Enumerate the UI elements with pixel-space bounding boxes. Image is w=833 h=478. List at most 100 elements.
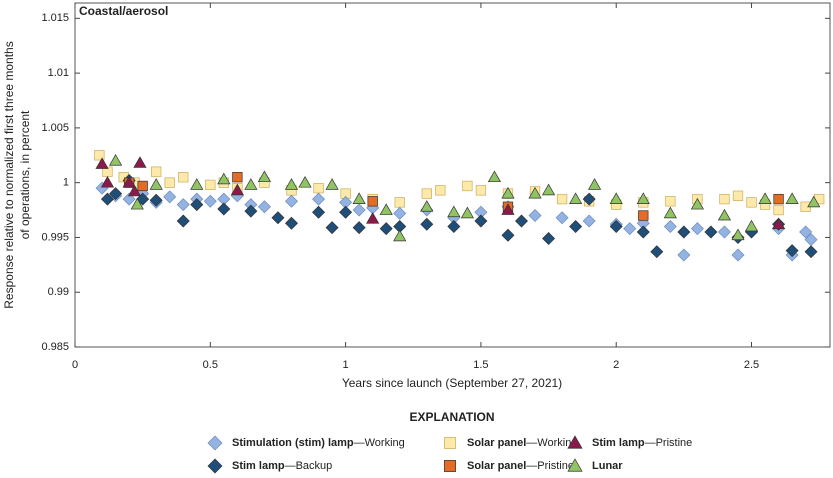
- legend-label-bold: Stim lamp: [232, 460, 285, 472]
- x-tick-label: 2: [613, 359, 619, 371]
- data-point: [217, 202, 231, 216]
- legend-label-rest: —Working: [526, 437, 577, 449]
- legend-label-bold: Stim lamp: [592, 437, 645, 449]
- y-tick-label: 1.01: [48, 67, 69, 79]
- data-point: [178, 172, 189, 183]
- data-point: [149, 193, 163, 207]
- legend-label-bold: Stimulation (stim) lamp: [232, 437, 354, 449]
- data-point: [719, 193, 730, 205]
- data-point: [773, 204, 784, 216]
- data-point: [232, 172, 243, 183]
- data-point: [352, 221, 366, 235]
- data-point: [556, 193, 568, 205]
- data-point: [785, 244, 799, 258]
- data-point: [623, 222, 637, 236]
- data-point: [587, 178, 602, 190]
- data-point: [298, 175, 312, 188]
- data-point: [163, 190, 177, 204]
- data-point: [799, 225, 813, 239]
- data-point: [394, 197, 405, 208]
- y-tick-label: 1.015: [41, 12, 69, 24]
- data-point: [773, 193, 784, 205]
- legend-label: Solar panel—Working: [467, 437, 577, 449]
- data-point: [746, 197, 757, 208]
- data-point: [731, 228, 745, 241]
- data-point: [636, 192, 650, 204]
- data-point: [638, 210, 649, 221]
- legend-label: Stim lamp—Pristine: [592, 437, 692, 449]
- legend-label-rest: —Pristine: [645, 437, 693, 449]
- legend-marker: [567, 458, 583, 472]
- data-point: [379, 203, 393, 215]
- data-point: [421, 188, 432, 199]
- data-point: [785, 192, 799, 204]
- data-point: [284, 194, 298, 208]
- data-point: [420, 217, 434, 231]
- data-point: [108, 154, 123, 166]
- data-point: [487, 170, 502, 183]
- data-point: [176, 214, 190, 228]
- data-point: [804, 245, 818, 259]
- data-point: [501, 228, 515, 242]
- x-axis-label: Years since launch (September 27, 2021): [342, 376, 562, 390]
- data-point: [312, 205, 326, 219]
- data-point: [447, 219, 461, 233]
- legend-marker: [567, 435, 583, 449]
- data-point: [133, 156, 147, 168]
- data-point: [203, 194, 217, 208]
- data-point: [352, 192, 366, 204]
- y-axis-label: Response relative to normalized first th…: [2, 41, 16, 308]
- legend-marker: [444, 460, 456, 472]
- data-point: [122, 175, 136, 188]
- data-point: [325, 221, 339, 235]
- data-point: [515, 214, 529, 228]
- x-tick-label: 1.5: [473, 359, 488, 371]
- data-point: [475, 185, 487, 196]
- data-point: [677, 225, 691, 239]
- data-point: [217, 172, 231, 185]
- legend-label-rest: —Pristine: [526, 460, 574, 472]
- x-tick-label: 1: [343, 359, 349, 371]
- data-point: [190, 178, 204, 190]
- data-point: [636, 225, 650, 239]
- legend-label: Lunar: [592, 460, 623, 472]
- legend-label-bold: Solar panel: [467, 437, 526, 449]
- data-point: [663, 219, 677, 233]
- data-point: [744, 219, 759, 232]
- data-point: [609, 192, 623, 204]
- data-point: [100, 192, 114, 206]
- data-point: [109, 187, 123, 201]
- legend-label-bold: Lunar: [592, 460, 623, 472]
- data-point: [555, 211, 569, 225]
- data-point: [149, 178, 163, 190]
- data-point: [771, 217, 786, 230]
- data-point: [100, 175, 115, 188]
- data-point: [541, 183, 556, 196]
- x-tick-label: 2.5: [744, 359, 759, 371]
- data-point: [205, 179, 216, 191]
- chart-title: Coastal/aerosol: [79, 4, 168, 18]
- data-point: [501, 203, 515, 215]
- legend-label: Stimulation (stim) lamp—Working: [232, 437, 405, 449]
- data-point: [284, 216, 298, 230]
- legend-label: Stim lamp—Backup: [232, 460, 332, 472]
- x-tick-label: 0: [72, 359, 78, 371]
- data-point: [313, 182, 324, 194]
- data-point: [127, 184, 142, 197]
- data-point: [528, 209, 542, 223]
- data-point: [257, 200, 271, 214]
- data-point: [352, 203, 366, 217]
- y-axis-label: of operations, in percent: [18, 110, 32, 239]
- data-point: [94, 150, 105, 161]
- data-point: [367, 196, 378, 207]
- y-tick-label: 0.985: [41, 341, 69, 353]
- y-tick-label: 0.995: [41, 231, 69, 243]
- data-point: [474, 214, 488, 228]
- data-point: [569, 192, 583, 204]
- data-point: [609, 219, 623, 233]
- data-point: [717, 208, 732, 221]
- data-point: [677, 248, 691, 262]
- data-point: [582, 192, 596, 206]
- data-point: [339, 205, 353, 219]
